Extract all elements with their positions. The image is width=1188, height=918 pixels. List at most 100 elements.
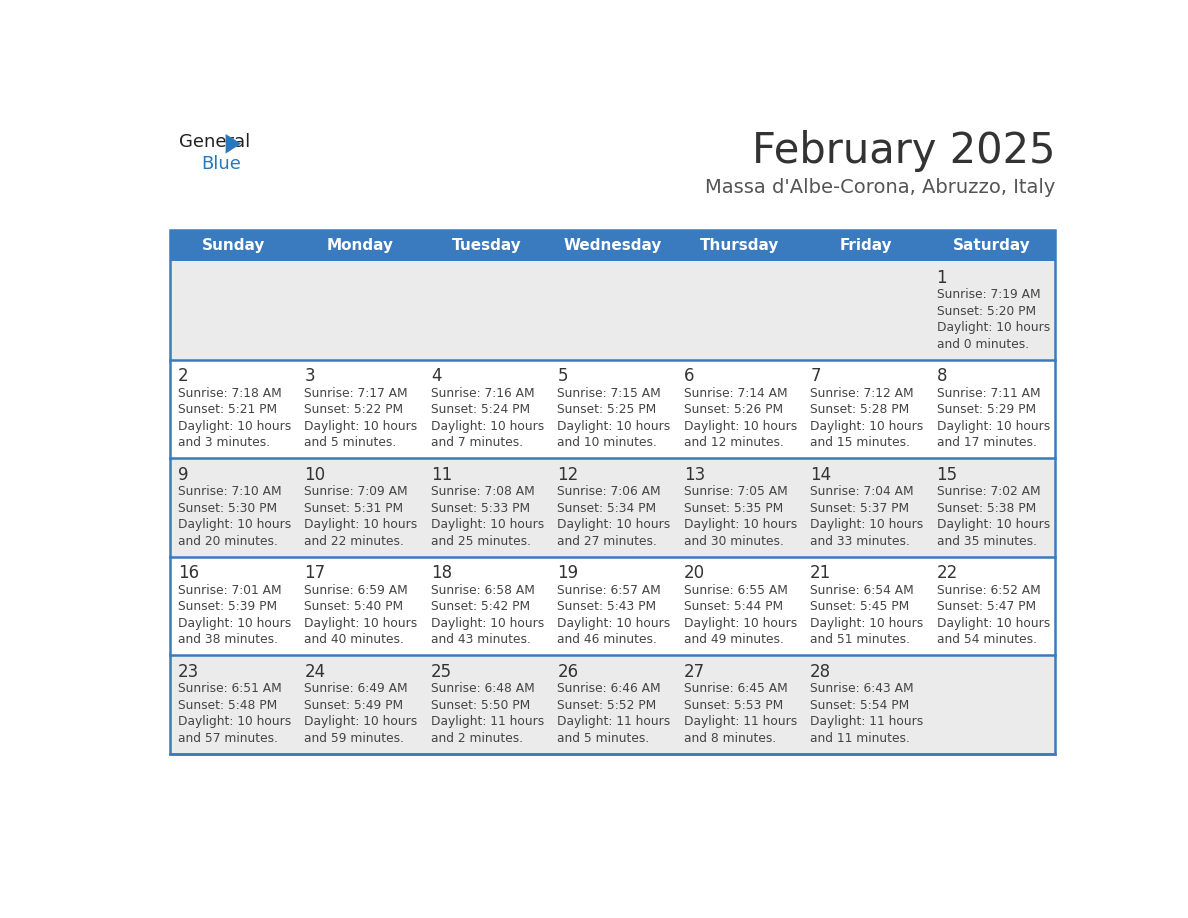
Text: Sunset: 5:29 PM: Sunset: 5:29 PM: [936, 403, 1036, 416]
Bar: [170, 261, 1055, 360]
Text: and 40 minutes.: and 40 minutes.: [304, 633, 404, 646]
Text: 13: 13: [683, 466, 704, 484]
Text: Sunset: 5:38 PM: Sunset: 5:38 PM: [936, 502, 1036, 515]
Text: 2: 2: [178, 367, 189, 386]
Text: Sunrise: 6:58 AM: Sunrise: 6:58 AM: [431, 584, 535, 597]
Text: and 7 minutes.: and 7 minutes.: [431, 436, 523, 449]
Text: and 59 minutes.: and 59 minutes.: [304, 732, 404, 744]
Text: Daylight: 11 hours: Daylight: 11 hours: [683, 715, 797, 728]
Text: Sunset: 5:37 PM: Sunset: 5:37 PM: [810, 502, 909, 515]
Text: and 5 minutes.: and 5 minutes.: [557, 732, 650, 744]
Text: Sunrise: 7:19 AM: Sunrise: 7:19 AM: [936, 288, 1041, 301]
Text: 19: 19: [557, 565, 579, 582]
Text: Daylight: 10 hours: Daylight: 10 hours: [304, 715, 418, 728]
Text: 1: 1: [936, 269, 947, 286]
Text: Sunrise: 7:05 AM: Sunrise: 7:05 AM: [683, 485, 788, 498]
Text: Sunrise: 7:10 AM: Sunrise: 7:10 AM: [178, 485, 282, 498]
Text: Sunset: 5:40 PM: Sunset: 5:40 PM: [304, 600, 404, 613]
Text: Sunset: 5:31 PM: Sunset: 5:31 PM: [304, 502, 404, 515]
Text: Sunrise: 7:16 AM: Sunrise: 7:16 AM: [431, 386, 535, 399]
Text: 15: 15: [936, 466, 958, 484]
Text: 28: 28: [810, 663, 832, 681]
Text: 17: 17: [304, 565, 326, 582]
Text: and 43 minutes.: and 43 minutes.: [431, 633, 531, 646]
Text: Daylight: 10 hours: Daylight: 10 hours: [810, 420, 923, 432]
Text: 4: 4: [431, 367, 441, 386]
Text: Daylight: 10 hours: Daylight: 10 hours: [936, 420, 1050, 432]
Text: and 49 minutes.: and 49 minutes.: [683, 633, 784, 646]
Text: 26: 26: [557, 663, 579, 681]
Bar: [170, 230, 1055, 754]
Text: and 0 minutes.: and 0 minutes.: [936, 338, 1029, 351]
Text: Daylight: 10 hours: Daylight: 10 hours: [431, 617, 544, 630]
Text: Sunrise: 7:14 AM: Sunrise: 7:14 AM: [683, 386, 788, 399]
Text: Sunrise: 6:48 AM: Sunrise: 6:48 AM: [431, 682, 535, 695]
Text: Sunset: 5:35 PM: Sunset: 5:35 PM: [683, 502, 783, 515]
Text: Sunset: 5:33 PM: Sunset: 5:33 PM: [431, 502, 530, 515]
Text: Sunrise: 6:59 AM: Sunrise: 6:59 AM: [304, 584, 409, 597]
Text: Sunrise: 7:06 AM: Sunrise: 7:06 AM: [557, 485, 661, 498]
Text: 24: 24: [304, 663, 326, 681]
Text: and 17 minutes.: and 17 minutes.: [936, 436, 1036, 449]
Bar: [170, 655, 1055, 754]
Text: Daylight: 10 hours: Daylight: 10 hours: [431, 519, 544, 532]
Text: Daylight: 10 hours: Daylight: 10 hours: [304, 617, 418, 630]
Text: Sunset: 5:43 PM: Sunset: 5:43 PM: [557, 600, 657, 613]
Text: Sunrise: 7:09 AM: Sunrise: 7:09 AM: [304, 485, 407, 498]
Text: Sunrise: 6:55 AM: Sunrise: 6:55 AM: [683, 584, 788, 597]
Text: and 35 minutes.: and 35 minutes.: [936, 535, 1037, 548]
Text: Sunset: 5:49 PM: Sunset: 5:49 PM: [304, 699, 404, 711]
Text: Sunset: 5:39 PM: Sunset: 5:39 PM: [178, 600, 277, 613]
Text: Daylight: 10 hours: Daylight: 10 hours: [178, 519, 291, 532]
Text: Daylight: 10 hours: Daylight: 10 hours: [178, 715, 291, 728]
Text: Daylight: 10 hours: Daylight: 10 hours: [557, 420, 670, 432]
Text: and 30 minutes.: and 30 minutes.: [683, 535, 784, 548]
Text: Monday: Monday: [327, 238, 393, 253]
Text: Sunrise: 6:52 AM: Sunrise: 6:52 AM: [936, 584, 1041, 597]
Text: Sunset: 5:26 PM: Sunset: 5:26 PM: [683, 403, 783, 416]
Text: and 25 minutes.: and 25 minutes.: [431, 535, 531, 548]
Text: Sunset: 5:53 PM: Sunset: 5:53 PM: [683, 699, 783, 711]
Text: and 33 minutes.: and 33 minutes.: [810, 535, 910, 548]
Text: and 12 minutes.: and 12 minutes.: [683, 436, 784, 449]
Text: Thursday: Thursday: [700, 238, 779, 253]
Text: 21: 21: [810, 565, 832, 582]
Text: Daylight: 10 hours: Daylight: 10 hours: [304, 420, 418, 432]
Text: Friday: Friday: [839, 238, 892, 253]
Bar: [170, 360, 1055, 458]
Text: Daylight: 10 hours: Daylight: 10 hours: [557, 519, 670, 532]
Text: Sunrise: 7:08 AM: Sunrise: 7:08 AM: [431, 485, 535, 498]
Text: Sunset: 5:52 PM: Sunset: 5:52 PM: [557, 699, 657, 711]
Text: February 2025: February 2025: [752, 130, 1055, 173]
Text: and 57 minutes.: and 57 minutes.: [178, 732, 278, 744]
Text: Sunrise: 6:51 AM: Sunrise: 6:51 AM: [178, 682, 282, 695]
Text: Sunrise: 6:43 AM: Sunrise: 6:43 AM: [810, 682, 914, 695]
Text: Sunrise: 7:17 AM: Sunrise: 7:17 AM: [304, 386, 407, 399]
Text: 20: 20: [683, 565, 704, 582]
Text: Daylight: 11 hours: Daylight: 11 hours: [431, 715, 544, 728]
Text: Sunrise: 7:12 AM: Sunrise: 7:12 AM: [810, 386, 914, 399]
Text: Daylight: 10 hours: Daylight: 10 hours: [304, 519, 418, 532]
Text: and 5 minutes.: and 5 minutes.: [304, 436, 397, 449]
Text: 5: 5: [557, 367, 568, 386]
Text: and 8 minutes.: and 8 minutes.: [683, 732, 776, 744]
Text: Sunrise: 7:18 AM: Sunrise: 7:18 AM: [178, 386, 282, 399]
Text: and 2 minutes.: and 2 minutes.: [431, 732, 523, 744]
Text: Daylight: 10 hours: Daylight: 10 hours: [810, 519, 923, 532]
Bar: [170, 230, 1055, 261]
Text: Daylight: 10 hours: Daylight: 10 hours: [683, 519, 797, 532]
Text: Sunset: 5:34 PM: Sunset: 5:34 PM: [557, 502, 657, 515]
Text: Daylight: 10 hours: Daylight: 10 hours: [936, 519, 1050, 532]
Text: Sunset: 5:50 PM: Sunset: 5:50 PM: [431, 699, 530, 711]
Text: Sunset: 5:21 PM: Sunset: 5:21 PM: [178, 403, 277, 416]
Text: Sunday: Sunday: [202, 238, 265, 253]
Text: Blue: Blue: [201, 155, 241, 174]
Text: 10: 10: [304, 466, 326, 484]
Text: Daylight: 11 hours: Daylight: 11 hours: [810, 715, 923, 728]
Text: Daylight: 10 hours: Daylight: 10 hours: [936, 617, 1050, 630]
Bar: [170, 458, 1055, 556]
Text: Daylight: 10 hours: Daylight: 10 hours: [810, 617, 923, 630]
Text: and 51 minutes.: and 51 minutes.: [810, 633, 910, 646]
Text: Sunset: 5:22 PM: Sunset: 5:22 PM: [304, 403, 404, 416]
Text: General: General: [179, 133, 251, 151]
